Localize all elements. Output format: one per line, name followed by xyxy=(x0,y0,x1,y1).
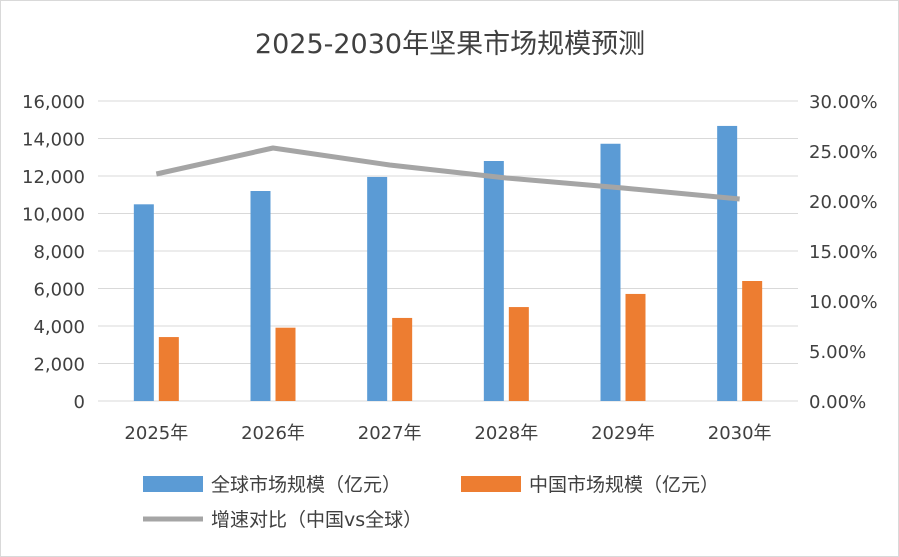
legend-label: 全球市场规模（亿元） xyxy=(211,474,401,496)
bar-global xyxy=(367,176,388,401)
legend-label: 增速对比（中国vs全球） xyxy=(211,509,422,531)
left-tick-label: 12,000 xyxy=(22,167,85,188)
bar-global xyxy=(133,204,154,401)
bar-global xyxy=(717,125,738,401)
left-tick-label: 4,000 xyxy=(33,317,85,338)
chart-title: 2025-2030年坚果市场规模预测 xyxy=(255,29,645,60)
bar-china xyxy=(742,281,763,401)
bar-china xyxy=(392,317,413,401)
left-tick-label: 16,000 xyxy=(22,92,85,113)
bar-china xyxy=(625,293,646,401)
left-tick-label: 6,000 xyxy=(33,280,85,301)
left-tick-label: 8,000 xyxy=(33,242,85,263)
category-label: 2030年 xyxy=(708,423,772,444)
category-label: 2026年 xyxy=(241,423,305,444)
right-tick-label: 30.00% xyxy=(809,92,878,113)
right-tick-label: 25.00% xyxy=(809,142,878,163)
legend-swatch xyxy=(461,476,521,492)
bar-global xyxy=(250,191,271,401)
legend-label: 中国市场规模（亿元） xyxy=(529,474,719,496)
right-tick-label: 0.00% xyxy=(809,392,866,413)
bar-china xyxy=(275,327,296,401)
left-tick-label: 0 xyxy=(74,392,85,413)
bar-global xyxy=(483,161,504,401)
left-tick-label: 2,000 xyxy=(33,355,85,376)
right-tick-label: 10.00% xyxy=(809,292,878,313)
right-tick-label: 20.00% xyxy=(809,192,878,213)
right-tick-label: 15.00% xyxy=(809,242,878,263)
growth-line xyxy=(155,145,740,202)
bar-global xyxy=(600,143,621,401)
category-label: 2027年 xyxy=(358,423,422,444)
bar-china xyxy=(508,307,529,401)
category-label: 2029年 xyxy=(591,423,655,444)
bar-china xyxy=(158,337,179,401)
left-tick-label: 14,000 xyxy=(22,130,85,151)
left-tick-label: 10,000 xyxy=(22,205,85,226)
legend-swatch xyxy=(143,476,203,492)
category-label: 2028年 xyxy=(474,423,538,444)
category-label: 2025年 xyxy=(124,423,188,444)
right-tick-label: 5.00% xyxy=(809,342,866,363)
